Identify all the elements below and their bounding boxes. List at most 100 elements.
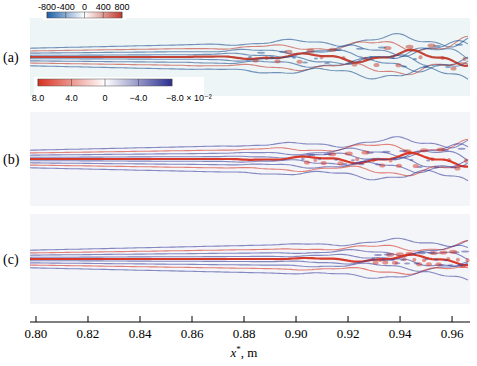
x-tick-label: 0.88: [233, 326, 256, 341]
vortex-blob: [279, 51, 287, 53]
vortex-blob: [396, 252, 404, 256]
x-tick: [35, 316, 36, 322]
vortex-blob: [430, 157, 434, 161]
filament: [30, 63, 468, 75]
vortex-blob: [292, 57, 296, 59]
filament: [30, 241, 468, 253]
vortex-blob: [275, 59, 281, 63]
vortex-blob: [420, 148, 428, 152]
vortex-blob: [406, 252, 414, 256]
x-axis: [30, 322, 470, 323]
vortex-blob: [412, 258, 416, 262]
colorbar-tick-label: −8.0 × 10⁻²: [166, 93, 212, 103]
vortex-blob: [455, 44, 463, 46]
vortex-blob: [391, 57, 395, 59]
field-panel: [30, 18, 470, 96]
vortex-blob: [428, 44, 436, 48]
vortex-blob: [414, 263, 420, 265]
colorbar-tick-label: 4.0: [65, 93, 78, 103]
filament: [30, 245, 468, 256]
x-tick: [400, 316, 401, 322]
vortex-blob: [302, 61, 308, 63]
vortex-blob: [423, 66, 429, 68]
vortex-blob: [342, 56, 346, 60]
x-tick-label: 0.84: [129, 326, 152, 341]
colorbar-tick-label: 0: [82, 2, 87, 12]
x-tick: [244, 316, 245, 322]
vortex-blob: [356, 48, 364, 50]
vortex-blob: [374, 254, 382, 256]
vortex-blob: [321, 161, 327, 165]
colorbar-tick: [71, 79, 72, 86]
vortex-blob: [369, 56, 373, 58]
vortex-blob: [439, 250, 447, 254]
vortex-blob: [419, 55, 423, 59]
x-axis-label: x*, m: [230, 344, 258, 360]
vortex-blob: [393, 158, 397, 160]
vortex-blob: [307, 154, 315, 156]
vortex-blob: [257, 52, 265, 54]
x-tick-label: 0.96: [441, 326, 464, 341]
panel-background: [30, 112, 470, 206]
vortex-blob: [352, 62, 358, 66]
x-tick: [348, 316, 349, 322]
vortex-blob: [413, 164, 419, 168]
colorbar-tick-label: -400: [57, 2, 75, 12]
vortex-blob: [375, 164, 381, 166]
vortex-blob: [422, 258, 426, 262]
vortex-blob: [437, 147, 445, 151]
vortex-blob: [451, 66, 457, 70]
vortex-blob: [466, 258, 470, 262]
colorbar-tick: [105, 79, 106, 86]
vortex-blob: [418, 252, 426, 254]
field-panel: [30, 112, 470, 206]
vortex-blob: [413, 58, 417, 60]
vortex-blob: [337, 161, 343, 165]
vortex-blob: [320, 55, 324, 59]
vortex-blob: [313, 158, 317, 162]
vortex-blob: [378, 258, 382, 262]
x-tick: [192, 316, 193, 322]
x-tick-label: 0.94: [389, 326, 412, 341]
vortex-blob: [314, 57, 318, 59]
colorbar-tick-label: −4.0: [130, 93, 148, 103]
x-tick: [140, 316, 141, 322]
x-tick-label: 0.86: [181, 326, 204, 341]
vortex-blob: [304, 160, 310, 164]
vortex-blob: [307, 49, 315, 53]
colorbar-tick-label: -800: [38, 2, 56, 12]
vortex-blob: [463, 57, 467, 61]
vortex-blob: [450, 166, 456, 168]
vortex-blob: [441, 56, 445, 60]
filament: [30, 139, 468, 153]
filament: [30, 165, 468, 176]
vortex-blob: [382, 151, 390, 153]
vortex-blob: [426, 160, 430, 162]
vortex-blob: [362, 151, 370, 155]
panel-background: [30, 18, 470, 96]
colorbar-tick: [138, 79, 139, 86]
panel-label: (c): [3, 252, 19, 268]
vortex-blob: [351, 159, 355, 161]
colorbar-tick: [38, 79, 39, 86]
vortex-blob: [457, 264, 463, 266]
vortex-blob: [445, 66, 451, 68]
colorbar-tick: [84, 12, 85, 18]
vortex-blob: [345, 151, 353, 155]
vortex-blob: [324, 62, 330, 64]
field-panel: [30, 214, 470, 304]
vortex-blob: [464, 159, 468, 163]
x-tick-label: 0.90: [285, 326, 308, 341]
vortex-blob: [301, 158, 305, 160]
vortex-blob: [329, 48, 337, 52]
vortex-blob: [334, 159, 338, 161]
colorbar-tick-label: 400: [96, 2, 111, 12]
colorbar-tick: [172, 79, 173, 86]
colorbar-tick-label: 800: [114, 2, 129, 12]
colorbar-tick-label: 0: [102, 93, 107, 103]
filament: [30, 268, 468, 280]
vortex-blob: [378, 47, 386, 49]
x-tick-label: 0.80: [25, 326, 48, 341]
vortex-blob: [399, 150, 407, 152]
colorbar: [38, 79, 172, 86]
